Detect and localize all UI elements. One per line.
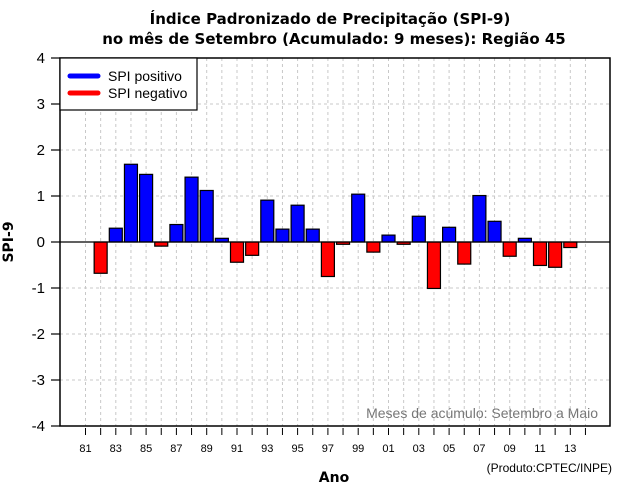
- y-tick-label: 1: [37, 188, 45, 205]
- bar-2006: [457, 241, 472, 265]
- bar-1994: [275, 228, 290, 243]
- legend-label-negative: SPI negativo: [108, 85, 188, 101]
- y-tick-label: -1: [32, 280, 45, 297]
- x-tick-label: 13: [564, 443, 576, 455]
- bar-2012: [548, 241, 563, 268]
- chart-subtitle: no mês de Setembro (Acumulado: 9 meses):…: [102, 30, 565, 48]
- bar-1988: [184, 176, 199, 243]
- x-tick-label: 87: [170, 443, 182, 455]
- bar-1984: [123, 163, 139, 243]
- x-tick-label: 11: [534, 443, 545, 455]
- x-tick-label: 01: [382, 443, 394, 455]
- y-tick-label: 4: [37, 50, 45, 67]
- y-tick-label: -3: [32, 372, 45, 389]
- bar-2008: [487, 220, 502, 243]
- y-tick-label: 2: [37, 142, 45, 159]
- y-tick-label: -4: [32, 418, 45, 435]
- bar-1992: [245, 241, 260, 256]
- legend: SPI positivo SPI negativo: [59, 57, 198, 111]
- x-tick-label: 93: [261, 443, 273, 455]
- x-tick-label: 05: [443, 443, 455, 455]
- x-tick-label: 85: [140, 443, 152, 455]
- bars: [93, 163, 578, 290]
- bar-2000: [366, 241, 381, 253]
- bar-1999: [351, 193, 366, 243]
- x-tick-label: 97: [322, 443, 334, 455]
- grid: [60, 58, 610, 426]
- accumulation-annotation: Meses de acúmulo: Setembro a Maio: [366, 405, 598, 421]
- bar-1995: [290, 204, 305, 243]
- bar-1982: [93, 241, 108, 274]
- bar-1996: [305, 228, 320, 243]
- bar-2013: [563, 241, 578, 249]
- y-tick-label: -2: [32, 326, 45, 343]
- y-axis: -4 -3 -2 -1 0 1 2 3 4: [32, 50, 60, 435]
- bar-2004: [426, 241, 442, 290]
- legend-label-positive: SPI positivo: [108, 68, 182, 84]
- x-tick-label: 81: [79, 443, 91, 455]
- legend-box: [59, 57, 198, 111]
- x-tick-label: 03: [413, 443, 425, 455]
- bar-1991: [229, 241, 245, 263]
- x-axis: 81 83 85 87 89 91 93 95 97 99 01 03 05 07 09 11 13: [79, 428, 586, 455]
- x-tick-label: 95: [291, 443, 303, 455]
- bar-2009: [502, 241, 517, 257]
- x-tick-label: 99: [352, 443, 364, 455]
- x-tick-label: 89: [201, 443, 213, 455]
- bar-2003: [411, 215, 426, 243]
- bar-1993: [260, 199, 275, 243]
- bar-1997: [320, 241, 335, 278]
- product-credit: (Produto:CPTEC/INPE): [487, 461, 612, 475]
- y-tick-label: 0: [37, 234, 45, 251]
- chart-title: Índice Padronizado de Precipitação (SPI-…: [150, 9, 511, 28]
- bar-2001: [381, 234, 396, 243]
- x-tick-label: 09: [504, 443, 516, 455]
- x-axis-title: Ano: [319, 470, 350, 486]
- y-axis-title: SPI-9: [1, 221, 17, 262]
- y-tick-label: 3: [37, 96, 45, 113]
- x-tick-label: 83: [110, 443, 122, 455]
- bar-2007: [472, 194, 487, 243]
- bar-1987: [169, 223, 184, 243]
- bar-1983: [108, 227, 123, 243]
- bar-1989: [199, 189, 214, 243]
- x-tick-label: 91: [231, 443, 243, 455]
- bar-2005: [442, 226, 457, 243]
- bar-2011: [532, 241, 548, 267]
- x-tick-label: 07: [473, 443, 485, 455]
- bar-1985: [139, 173, 154, 243]
